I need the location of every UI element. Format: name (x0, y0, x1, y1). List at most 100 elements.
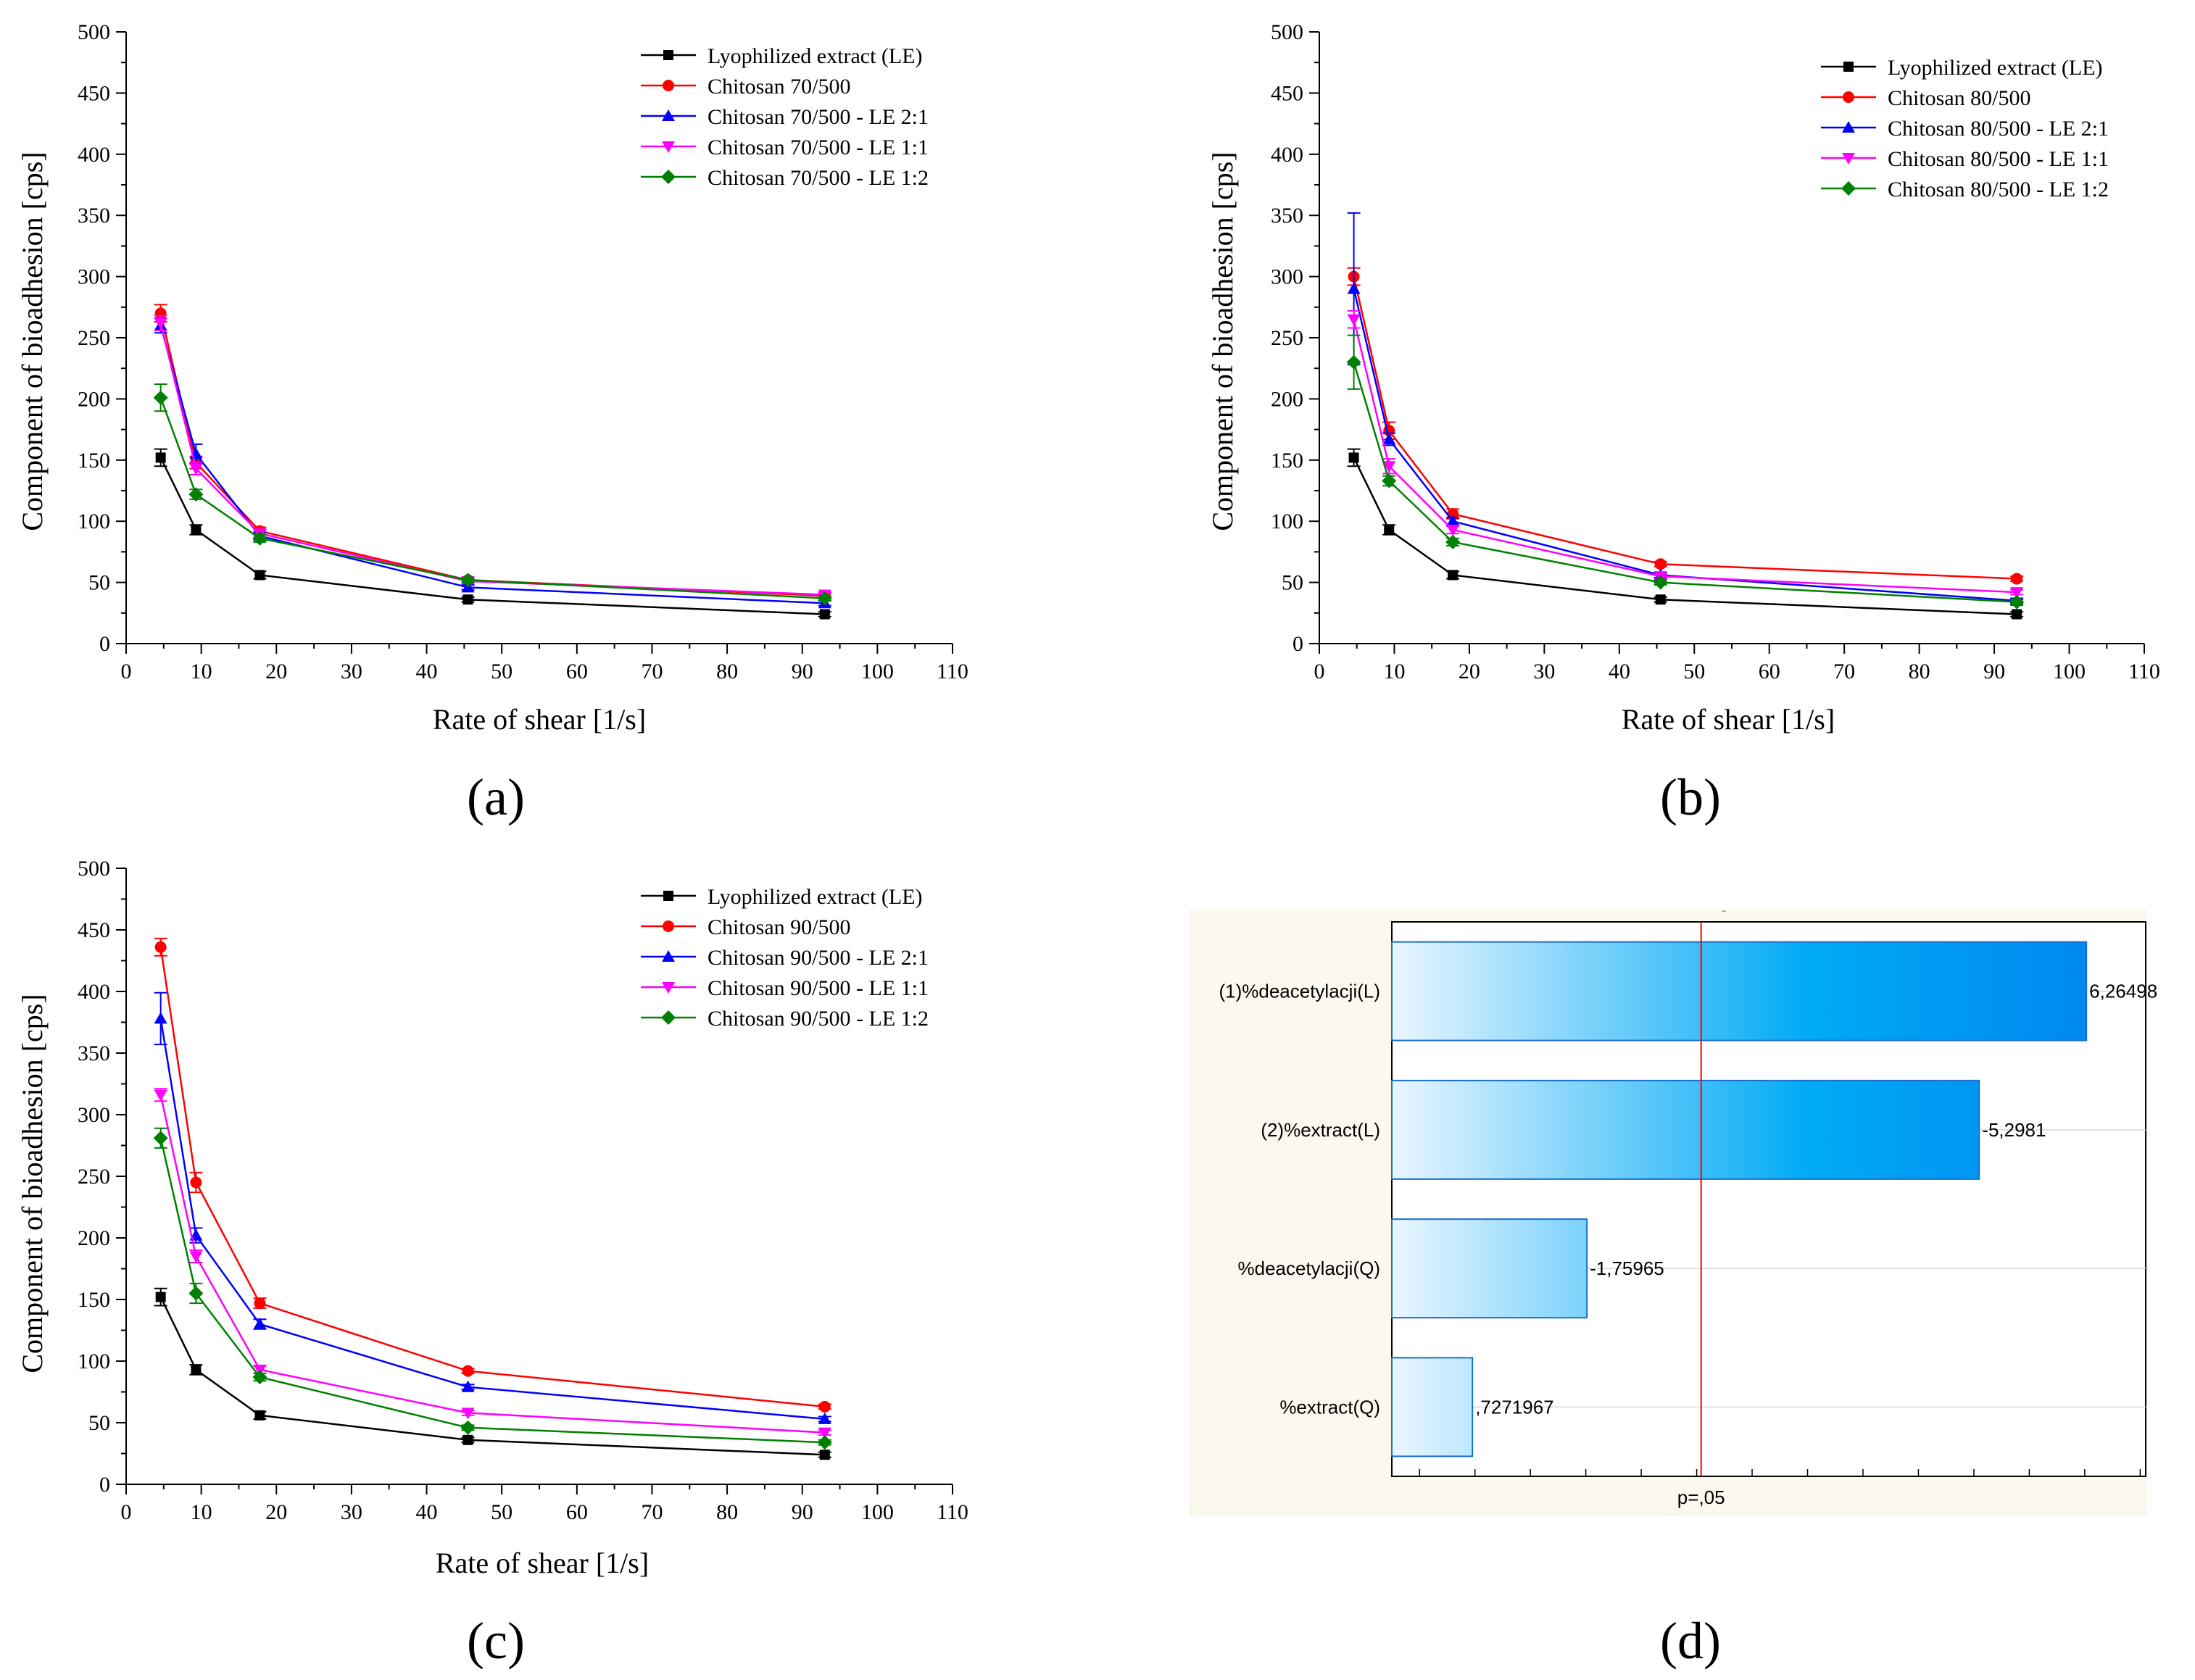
bar-value-label: -1,75965 (1590, 1257, 1664, 1279)
y-tick-label: 150 (78, 1288, 110, 1312)
data-point (1347, 314, 1361, 326)
data-point (189, 463, 203, 475)
category-label: (1)%deacetylacji(L) (1219, 981, 1380, 1002)
data-point (1347, 282, 1361, 294)
series-square (1347, 448, 2024, 620)
x-tick-label: 110 (937, 1500, 968, 1524)
y-tick-label: 50 (88, 571, 110, 595)
effect-bar (1391, 1357, 1474, 1457)
bar-value-label: 6,26498 (2089, 981, 2157, 1002)
legend-label: Chitosan 90/500 - LE 2:1 (708, 946, 929, 970)
legend-label: Chitosan 70/500 - LE 1:1 (708, 136, 929, 159)
legend-entry: Chitosan 70/500 - LE 1:2 (641, 166, 929, 190)
panel-label: (b) (1660, 768, 1721, 826)
data-point (154, 1089, 167, 1102)
x-tick-label: 80 (716, 660, 738, 683)
data-point (254, 1410, 265, 1421)
data-point (154, 317, 167, 330)
data-point (2010, 587, 2024, 599)
legend-label: Chitosan 70/500 - LE 1:2 (708, 166, 929, 190)
data-point (190, 1176, 202, 1189)
series-square (154, 448, 831, 620)
y-tick-label: 350 (1271, 204, 1303, 228)
legend-marker (1843, 91, 1854, 103)
legend-marker (1842, 153, 1855, 165)
legend-marker (663, 891, 673, 901)
y-tick-label: 200 (78, 387, 110, 411)
data-point (155, 452, 166, 463)
legend-marker (661, 170, 676, 184)
y-tick-label: 400 (1271, 143, 1303, 167)
effect-bar (1391, 941, 2088, 1041)
legend-marker (663, 80, 674, 91)
legend-label: Chitosan 90/500 - LE 1:2 (708, 1007, 929, 1031)
data-point (191, 525, 202, 536)
legend-marker (661, 1010, 676, 1025)
data-point (818, 1400, 831, 1413)
legend-label: Lyophilized extract (LE) (1888, 56, 2103, 80)
y-tick-label: 150 (78, 449, 110, 473)
legend-marker (663, 920, 674, 932)
chart-panel-a: 0 10 20 30 40 50 60 70 80 90 100 110 0 50 100 150 200 250… (16, 20, 968, 826)
x-tick-label: 50 (491, 1500, 513, 1524)
series-diamond (153, 1127, 832, 1450)
data-point (819, 609, 830, 620)
x-tick-label: 50 (1683, 660, 1705, 683)
x-tick-label: 110 (937, 660, 968, 683)
x-tick-label: 60 (566, 1500, 588, 1524)
x-tick-label: 110 (2128, 660, 2160, 683)
legend-entry: Chitosan 80/500 - LE 1:2 (1821, 178, 2109, 201)
data-point (2012, 609, 2022, 620)
series-line (159, 312, 825, 597)
x-tick-label: 20 (265, 660, 287, 683)
data-point (191, 1364, 202, 1375)
legend-entry: Chitosan 80/500 - LE 2:1 (1821, 117, 2109, 141)
data-point (1654, 558, 1667, 570)
data-point (817, 1435, 832, 1450)
legend-entry: Chitosan 90/500 - LE 1:1 (641, 976, 929, 1000)
data-point (1348, 452, 1359, 463)
y-tick-label: 150 (1271, 449, 1303, 473)
data-point (462, 594, 473, 605)
y-tick-label: 250 (1271, 326, 1303, 350)
data-point (154, 941, 167, 953)
data-point (1382, 433, 1396, 445)
y-tick-label: 450 (78, 81, 110, 105)
legend-marker (662, 950, 675, 962)
legend-marker (1841, 181, 1856, 196)
data-point (819, 1450, 830, 1460)
chart-panel-d: - (1)%deacetylacji(L) 6,26498 (2)%extract(… (1189, 903, 2157, 1670)
legend-entry: Chitosan 80/500 (1821, 86, 2031, 110)
legend-label: Chitosan 70/500 (708, 75, 851, 99)
data-point (253, 1318, 267, 1329)
category-label: (2)%extract(L) (1261, 1119, 1380, 1141)
legend-marker (663, 50, 673, 60)
data-point (252, 531, 267, 546)
x-tick-label: 20 (1459, 660, 1480, 683)
series-line (159, 325, 825, 604)
y-tick-label: 0 (99, 1473, 110, 1497)
x-tick-label: 100 (861, 1500, 894, 1524)
legend-entry: Chitosan 70/500 - LE 1:1 (641, 136, 929, 159)
data-point (1382, 461, 1396, 473)
y-tick-label: 450 (1271, 81, 1303, 105)
x-tick-label: 70 (1833, 660, 1855, 683)
legend-entry: Chitosan 90/500 - LE 1:2 (641, 1007, 929, 1031)
data-point (461, 1380, 475, 1392)
x-tick-label: 20 (265, 1500, 287, 1524)
y-tick-label: 100 (1271, 510, 1303, 533)
legend-marker (662, 982, 675, 994)
legend-entry: Lyophilized extract (LE) (641, 885, 923, 909)
x-axis-label: Rate of shear [1/s] (433, 703, 646, 736)
series-triangle-up (1347, 212, 2024, 606)
legend-label: Lyophilized extract (LE) (708, 44, 923, 68)
panel-label: (a) (467, 768, 525, 826)
series-triangle-up (154, 317, 831, 609)
x-tick-label: 0 (121, 1500, 132, 1524)
x-tick-label: 60 (1759, 660, 1780, 683)
y-tick-label: 300 (78, 265, 110, 289)
legend-label: Chitosan 80/500 (1888, 86, 2031, 110)
effect-bar (1391, 1218, 1588, 1319)
legend-entry: Chitosan 90/500 (641, 915, 851, 939)
series-circle (154, 937, 831, 1413)
